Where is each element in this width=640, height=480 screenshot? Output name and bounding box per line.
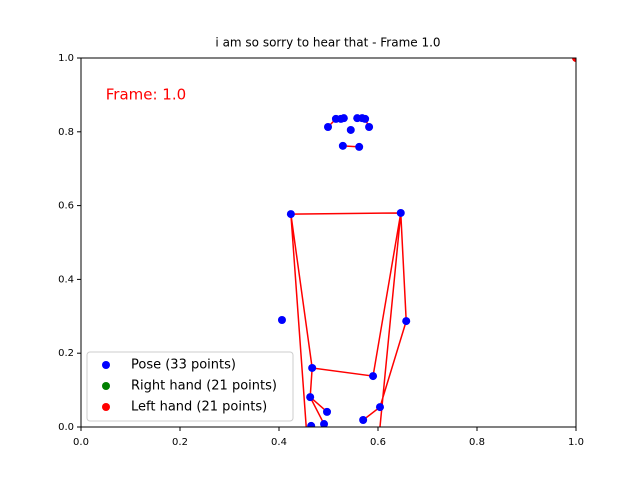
y-tick-label: 0.2 — [58, 348, 74, 359]
legend-marker — [102, 361, 110, 369]
point — [324, 123, 333, 132]
point — [402, 317, 411, 326]
x-tick-label: 0.6 — [370, 437, 386, 448]
axes-frame — [80, 57, 577, 428]
point — [308, 363, 317, 372]
point — [572, 58, 576, 62]
legend-box — [86, 351, 294, 422]
plot-area — [277, 58, 576, 427]
x-tick-label: 0.4 — [271, 437, 287, 448]
point — [346, 125, 355, 134]
point — [369, 372, 378, 381]
y-tick-label: 0.0 — [58, 422, 74, 433]
point — [375, 403, 384, 412]
x-tick-label: 0.0 — [73, 437, 89, 448]
point — [320, 420, 329, 427]
x-tick-label: 1.0 — [568, 437, 584, 448]
point — [286, 210, 295, 219]
legend-marker — [102, 382, 110, 390]
point — [355, 142, 364, 151]
point — [361, 114, 370, 123]
point — [365, 123, 374, 132]
y-tick-label: 0.4 — [58, 274, 74, 285]
point — [307, 421, 316, 427]
legend-marker — [102, 403, 110, 411]
legend-label: Left hand (21 points) — [131, 400, 267, 415]
x-tick-label: 0.2 — [172, 437, 188, 448]
point — [359, 415, 368, 424]
chart-title: i am so sorry to hear that - Frame 1.0 — [215, 36, 440, 50]
point — [396, 208, 405, 217]
point — [306, 393, 315, 402]
point — [277, 315, 286, 324]
legend-label: Right hand (21 points) — [131, 379, 277, 394]
point — [323, 407, 332, 416]
y-tick-label: 1.0 — [58, 53, 74, 64]
point — [338, 141, 347, 150]
annotation: Frame: 1.0 — [106, 85, 186, 103]
point — [339, 114, 348, 123]
y-tick-label: 0.6 — [58, 201, 74, 212]
y-tick-label: 0.8 — [58, 127, 74, 138]
x-tick-label: 0.8 — [469, 437, 485, 448]
legend-label: Pose (33 points) — [131, 358, 236, 373]
